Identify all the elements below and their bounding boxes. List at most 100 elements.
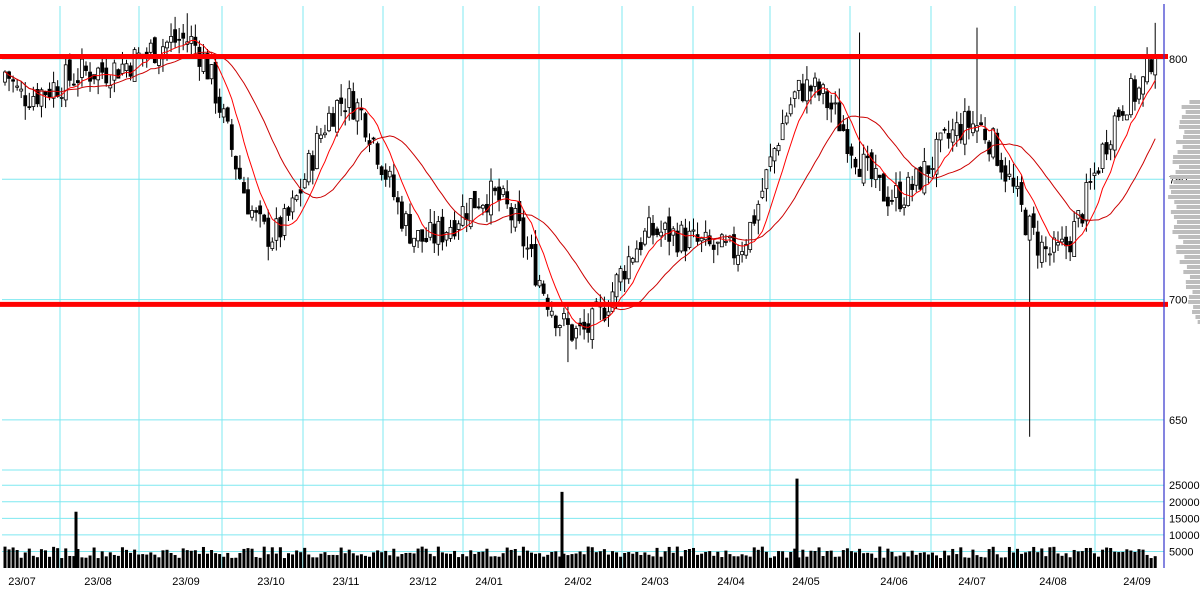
volume-bar [959, 547, 963, 568]
volume-profile-bar [1177, 150, 1200, 154]
volume-bar [193, 550, 197, 568]
candle-down [128, 65, 133, 77]
volume-bar [169, 553, 173, 568]
candle-up [626, 256, 631, 280]
candle-up [444, 232, 449, 241]
volume-bar [270, 547, 274, 568]
volume-bar [1060, 555, 1064, 568]
candle-up [480, 204, 485, 209]
volume-bar [295, 550, 299, 568]
candle-down [809, 85, 813, 92]
volume-bar [372, 552, 376, 568]
candle-up [821, 84, 825, 94]
candle-down [825, 91, 830, 109]
volume-bar [80, 557, 84, 568]
volume-bar [821, 556, 825, 568]
volume-bar [898, 555, 902, 568]
volume-profile-bar [1173, 180, 1200, 184]
candle-up [562, 313, 566, 320]
candle-down [152, 37, 157, 64]
volume-bar [1016, 548, 1019, 568]
volume-bar [157, 557, 161, 568]
candle-up [1129, 78, 1133, 116]
candle-down [67, 59, 72, 81]
candle-up [991, 128, 996, 158]
candle-up [347, 88, 352, 108]
candle-up [740, 251, 744, 256]
candle-up [792, 91, 797, 99]
volume-bar [1125, 549, 1129, 568]
volume-profile-bar [1182, 145, 1200, 149]
volume-profile-bar [1170, 175, 1200, 179]
volume-bar [926, 554, 930, 568]
candle-down [47, 88, 52, 98]
volume-bar [153, 554, 157, 568]
volume-profile-bar [1173, 155, 1200, 159]
volume-profile-bar [1189, 100, 1200, 104]
volume-bar [473, 553, 477, 568]
volume-bar [1044, 556, 1048, 568]
volume-bar [112, 554, 116, 568]
candle-down [371, 137, 376, 140]
volume-bar [1024, 552, 1028, 568]
volume-bar [165, 549, 169, 568]
candle-up [788, 104, 793, 115]
volume-bar [1121, 551, 1125, 568]
candle-down [983, 128, 987, 141]
volume-bar [918, 552, 922, 568]
candle-down [104, 67, 109, 84]
volume-bar [287, 553, 290, 568]
candle-down [258, 205, 263, 215]
candle-up [784, 115, 789, 124]
volume-profile-bar [1184, 130, 1200, 134]
volume-bar [274, 553, 278, 568]
volume-bar [582, 554, 586, 568]
volume-profile-bar [1188, 300, 1200, 304]
volume-bar [930, 552, 934, 568]
volume-bar [246, 548, 250, 568]
volume-bar [756, 549, 760, 568]
candle-up [1100, 143, 1105, 170]
volume-bar [497, 556, 501, 568]
volume-profile-bar [1183, 240, 1200, 244]
candle-up [59, 96, 64, 99]
volume-bar [404, 552, 408, 568]
candle-up [975, 125, 979, 132]
x-tick-label: 24/01 [475, 576, 503, 588]
volume-bar [809, 550, 813, 568]
volume-bar [129, 552, 133, 568]
volume-bar [444, 553, 448, 568]
x-tick-label: 24/09 [1123, 576, 1151, 588]
volume-bar [708, 551, 712, 568]
candle-up [574, 328, 578, 339]
volume-bar [44, 550, 47, 568]
volume-bar [781, 551, 785, 568]
x-tick-label: 24/07 [958, 576, 986, 588]
volume-bar [56, 548, 60, 568]
candle-down [505, 191, 510, 205]
volume-bar [108, 552, 112, 568]
candle-down [655, 228, 659, 235]
volume-bar [100, 551, 104, 568]
volume-bar [120, 547, 124, 568]
volume-profile-bar [1183, 135, 1200, 139]
volume-bar [469, 550, 473, 568]
volume-bar [975, 555, 979, 568]
candle-up [335, 100, 340, 133]
volume-bar [874, 557, 878, 568]
volume-bar [485, 548, 489, 568]
candle-down [11, 79, 16, 82]
volume-profile [1168, 100, 1200, 324]
volume-bar [639, 554, 643, 568]
volume-profile-bar [1175, 245, 1200, 249]
candle-up [294, 195, 299, 201]
candle-down [877, 174, 882, 178]
candle-up [719, 234, 724, 248]
volume-bar [327, 555, 331, 568]
candle-up [760, 190, 765, 198]
volume-bar [116, 555, 120, 568]
candle-up [630, 258, 635, 263]
candle-up [679, 224, 684, 252]
candle-down [35, 89, 40, 105]
